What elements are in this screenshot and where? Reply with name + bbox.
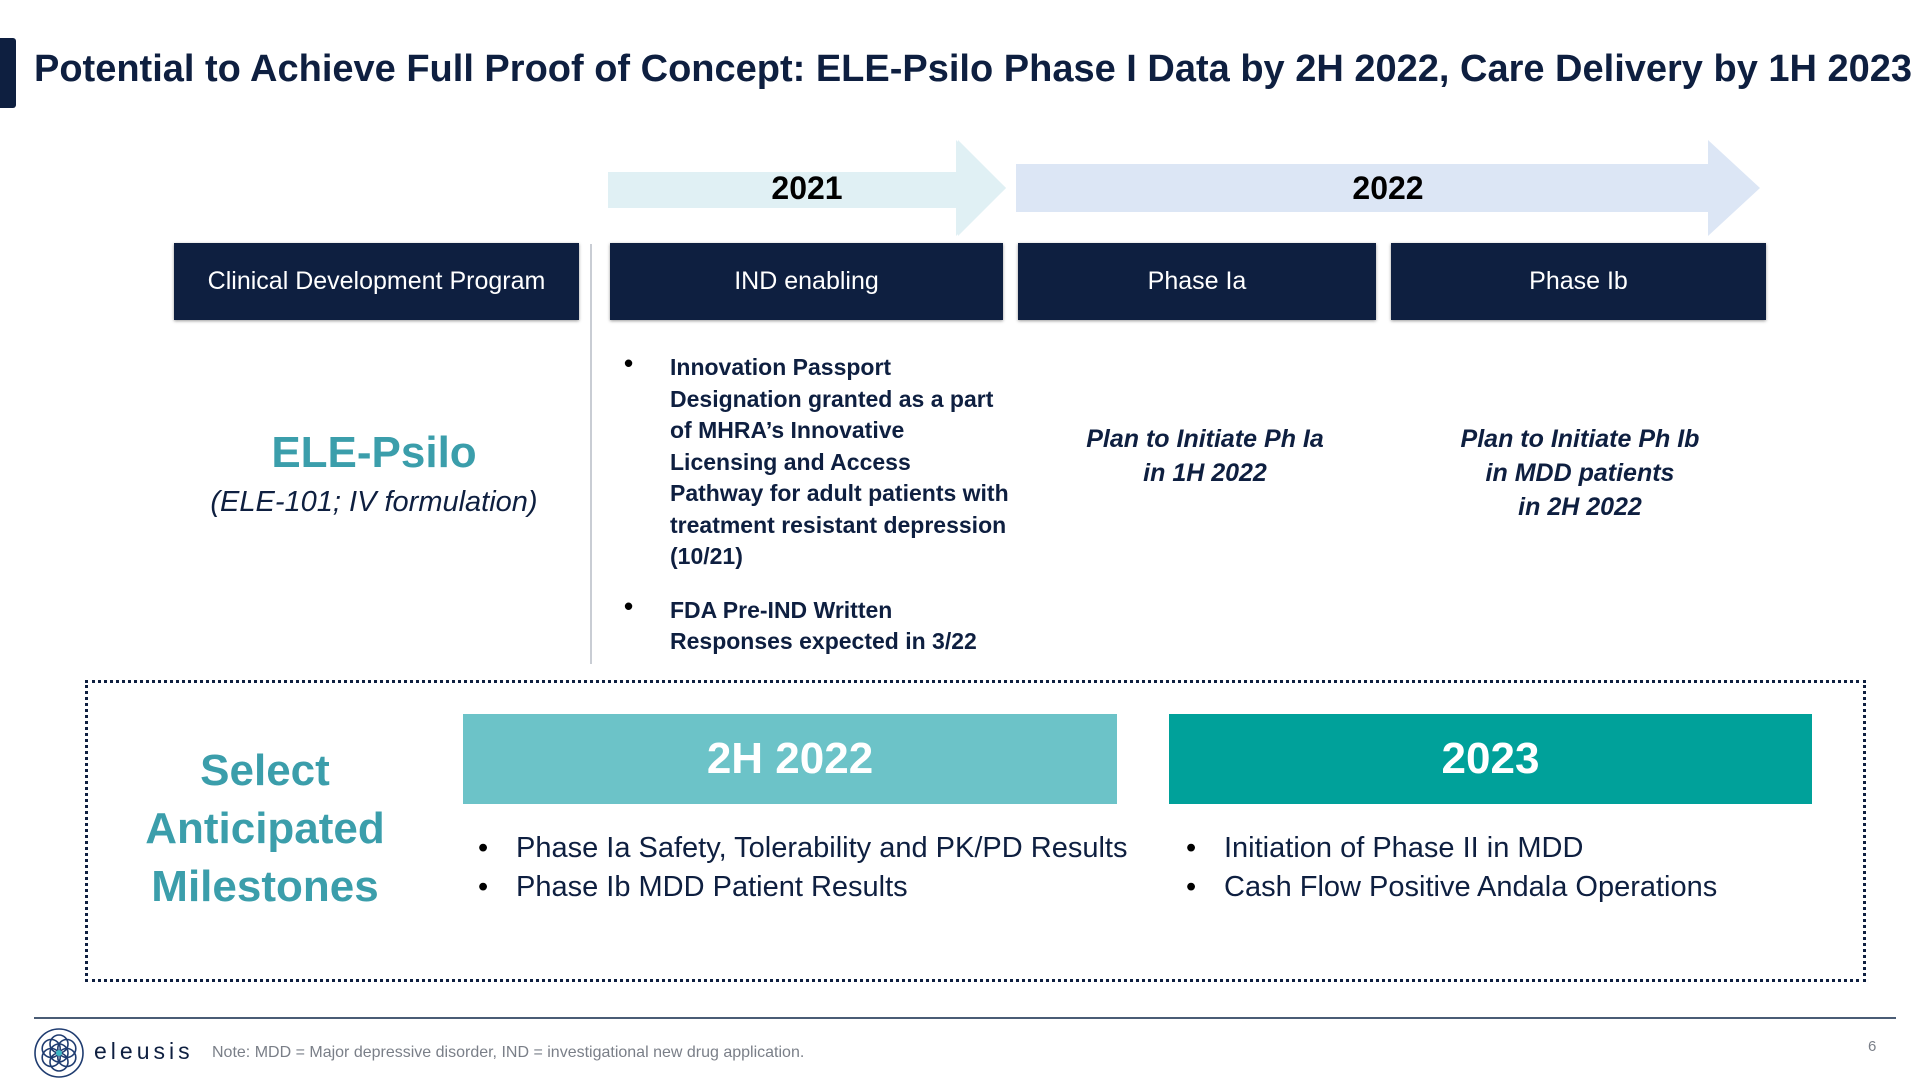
- year-arrow-2021: 2021: [608, 140, 1006, 236]
- year-arrow-2022: 2022: [1016, 140, 1760, 236]
- phase-ia-plan-line: Plan to Initiate Ph Ia: [1086, 425, 1324, 453]
- footer-divider: [34, 1017, 1896, 1019]
- milestone-heading-2023: 2023: [1169, 714, 1812, 804]
- program-name: ELE-Psilo: [271, 428, 477, 477]
- phase-ia-plan-line: in 1H 2022: [1143, 459, 1267, 487]
- ind-enabling-bullets: Innovation Passport Designation granted …: [620, 348, 1010, 680]
- milestone-list-2h-2022: Phase Ia Safety, Tolerability and PK/PD …: [478, 829, 1128, 907]
- milestone-item: Phase Ia Safety, Tolerability and PK/PD …: [478, 829, 1128, 868]
- milestones-label-line: Milestones: [151, 862, 379, 911]
- ind-bullet-innovation-passport: Innovation Passport Designation granted …: [620, 348, 1010, 573]
- vertical-divider: [590, 244, 592, 664]
- page-number: 6: [1868, 1038, 1877, 1055]
- program-subtitle: (ELE-101; IV formulation): [210, 486, 538, 518]
- header-phase-ib: Phase Ib: [1391, 243, 1766, 320]
- slide-title: Potential to Achieve Full Proof of Conce…: [34, 48, 1913, 90]
- header-phase-ia: Phase Ia: [1018, 243, 1376, 320]
- phase-ib-plan: Plan to Initiate Ph Ib in MDD patients i…: [1400, 422, 1760, 524]
- milestone-item: Initiation of Phase II in MDD: [1186, 829, 1816, 868]
- milestones-frame: [85, 680, 1866, 982]
- ind-bullet-fda-pre-ind: FDA Pre-IND Written Responses expected i…: [620, 591, 1010, 658]
- phase-ib-plan-line: in MDD patients: [1485, 459, 1675, 487]
- milestone-list-2023: Initiation of Phase II in MDD Cash Flow …: [1186, 829, 1816, 907]
- phase-ia-plan: Plan to Initiate Ph Ia in 1H 2022: [1030, 422, 1380, 490]
- milestones-label-line: Select: [200, 746, 330, 795]
- milestone-item: Cash Flow Positive Andala Operations: [1186, 868, 1816, 907]
- phase-ib-plan-line: in 2H 2022: [1518, 493, 1642, 521]
- phase-ib-plan-line: Plan to Initiate Ph Ib: [1460, 425, 1700, 453]
- milestone-item: Phase Ib MDD Patient Results: [478, 868, 1128, 907]
- arrow-2021-icon: [608, 140, 1006, 236]
- year-2021-label: 2021: [771, 169, 843, 206]
- header-clinical-development-program: Clinical Development Program: [174, 243, 579, 320]
- footnote: Note: MDD = Major depressive disorder, I…: [212, 1044, 805, 1061]
- company-logo-text: eleusis: [94, 1038, 194, 1064]
- year-2022-label: 2022: [1352, 169, 1424, 206]
- milestone-heading-2h-2022: 2H 2022: [463, 714, 1117, 804]
- select-milestones-label: Select Anticipated Milestones: [120, 742, 410, 916]
- title-accent-bar: [0, 38, 16, 108]
- flower-of-life-icon: [34, 1028, 84, 1078]
- header-ind-enabling: IND enabling: [610, 243, 1003, 320]
- arrow-2022-icon: [1016, 140, 1760, 236]
- milestones-label-line: Anticipated: [145, 804, 385, 853]
